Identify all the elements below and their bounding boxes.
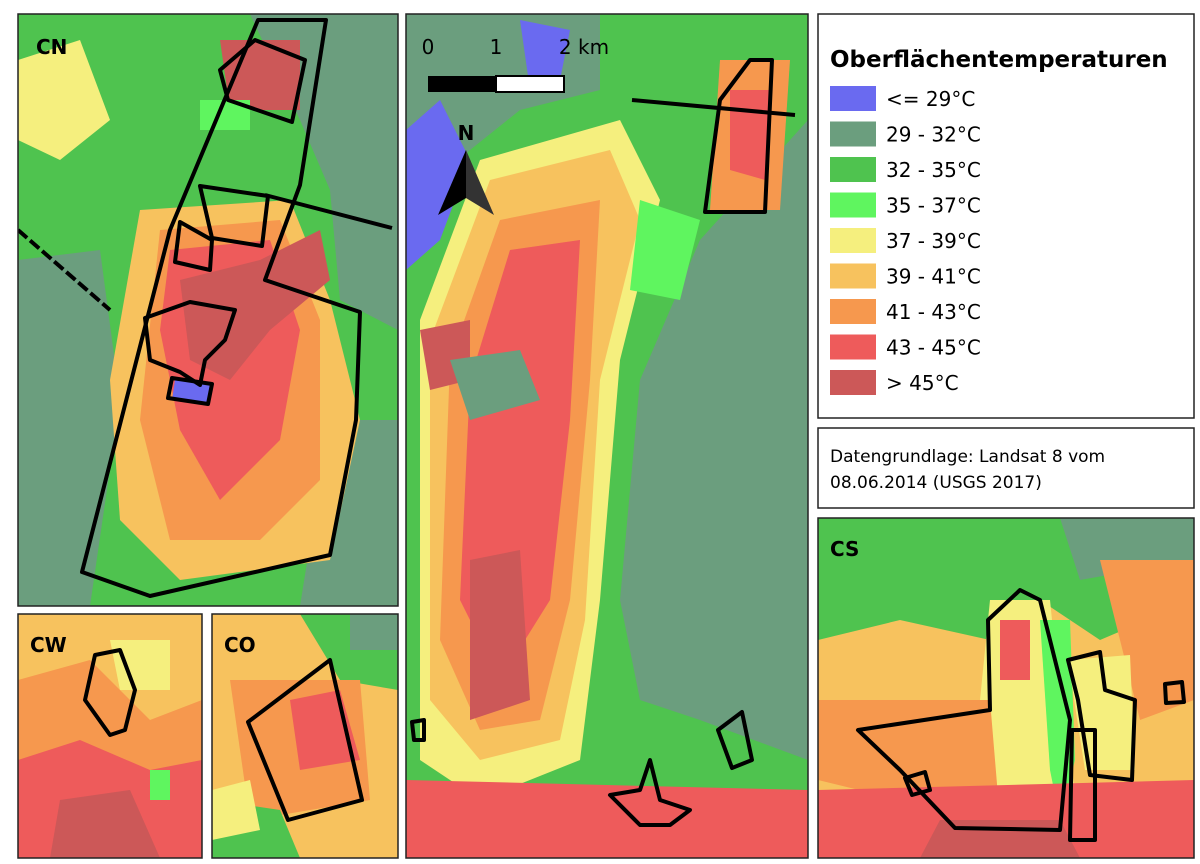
source-line: 08.06.2014 (USGS 2017) [830, 473, 1042, 493]
panel-label: CW [30, 633, 67, 657]
legend-swatch [830, 86, 876, 111]
map-cn [18, 14, 398, 606]
scale-label: 2 km [559, 35, 609, 59]
north-label: N [458, 121, 475, 145]
scale-segment [428, 76, 496, 92]
source-line: Datengrundlage: Landsat 8 vom [830, 447, 1105, 467]
legend-label: 39 - 41°C [886, 265, 981, 289]
legend-swatch [830, 228, 876, 253]
legend-swatch [830, 335, 876, 360]
legend-label: 29 - 32°C [886, 123, 981, 147]
legend-label: 35 - 37°C [886, 194, 981, 218]
legend-label: 32 - 35°C [886, 158, 981, 182]
legend-swatch [830, 264, 876, 289]
map-cs [818, 518, 1194, 858]
panel-label: CN [36, 35, 67, 59]
map-page: CN CW CO 0 1 2 km N Oberflächentemperatu… [0, 0, 1200, 864]
scale-segment [496, 76, 564, 92]
scale-label: 1 [490, 35, 503, 59]
legend-label: 43 - 45°C [886, 336, 981, 360]
legend-swatch [830, 193, 876, 218]
legend-label: <= 29°C [886, 87, 975, 111]
legend-label: 37 - 39°C [886, 229, 981, 253]
panel-label: CO [224, 633, 256, 657]
legend-swatch [830, 299, 876, 324]
legend-swatch [830, 370, 876, 395]
legend-swatch [830, 122, 876, 147]
legend-label: > 45°C [886, 371, 959, 395]
panel-label: CS [830, 537, 859, 561]
legend-title: Oberflächentemperaturen [830, 47, 1168, 73]
scale-label: 0 [422, 35, 435, 59]
legend-label: 41 - 43°C [886, 300, 981, 324]
legend-swatch [830, 157, 876, 182]
